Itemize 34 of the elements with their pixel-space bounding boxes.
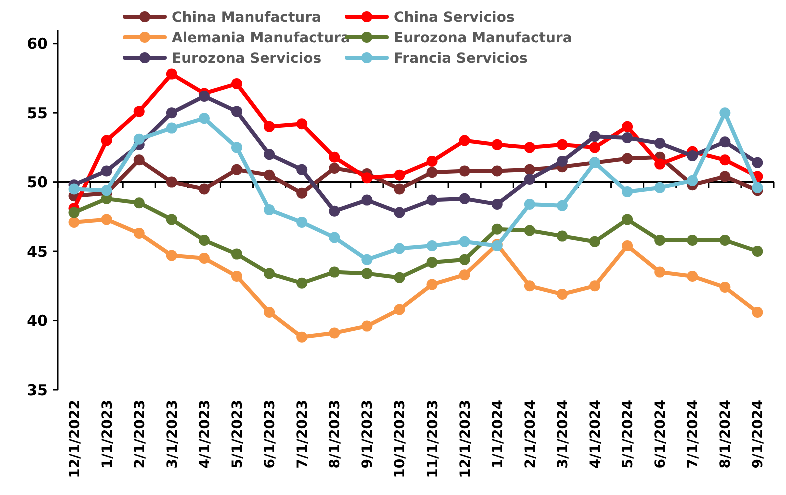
legend-label: Francia Servicios bbox=[394, 50, 528, 67]
y-tick-label: 35 bbox=[27, 381, 48, 400]
x-tick-label: 7/1/2024 bbox=[686, 400, 702, 469]
legend-label: Eurozona Manufactura bbox=[394, 30, 572, 46]
x-tick-label: 3/1/2023 bbox=[164, 400, 181, 469]
legend-label: Alemania Manufactura bbox=[172, 30, 350, 46]
x-tick-label: 1/1/2023 bbox=[100, 400, 116, 469]
x-tick-label: 4/1/2024 bbox=[588, 400, 604, 469]
x-tick-label: 11/1/2023 bbox=[425, 400, 442, 478]
legend-label: Eurozona Servicios bbox=[172, 50, 322, 67]
x-tick-label: 5/1/2024 bbox=[620, 400, 637, 469]
x-tick-label: 9/1/2024 bbox=[750, 400, 767, 469]
x-tick-label: 8/1/2023 bbox=[328, 400, 344, 469]
x-tick-label: 2/1/2024 bbox=[522, 400, 539, 469]
x-tick-label: 12/1/2022 bbox=[67, 400, 84, 478]
legend-label: China Manufactura bbox=[172, 10, 322, 26]
x-tick-label: 2/1/2023 bbox=[132, 400, 148, 469]
x-tick-label: 4/1/2023 bbox=[197, 400, 214, 469]
y-tick-label: 45 bbox=[27, 242, 48, 261]
x-tick-label: 7/1/2023 bbox=[295, 400, 312, 469]
y-tick-label: 55 bbox=[27, 104, 48, 122]
x-tick-label: 5/1/2023 bbox=[230, 400, 246, 469]
y-tick-label: 60 bbox=[27, 35, 48, 54]
legend-label: China Servicios bbox=[394, 10, 515, 26]
x-tick-label: 12/1/2023 bbox=[458, 400, 474, 478]
x-tick-label: 10/1/2023 bbox=[392, 400, 409, 478]
x-tick-label: 6/1/2023 bbox=[262, 400, 279, 469]
x-tick-label: 9/1/2023 bbox=[360, 400, 376, 469]
y-tick-label: 40 bbox=[27, 312, 48, 330]
x-tick-label: 8/1/2024 bbox=[718, 400, 734, 469]
x-tick-label: 3/1/2024 bbox=[555, 400, 572, 469]
y-tick-label: 50 bbox=[27, 174, 48, 192]
x-tick-label: 1/1/2024 bbox=[490, 400, 506, 469]
x-tick-label: 6/1/2024 bbox=[653, 400, 670, 469]
